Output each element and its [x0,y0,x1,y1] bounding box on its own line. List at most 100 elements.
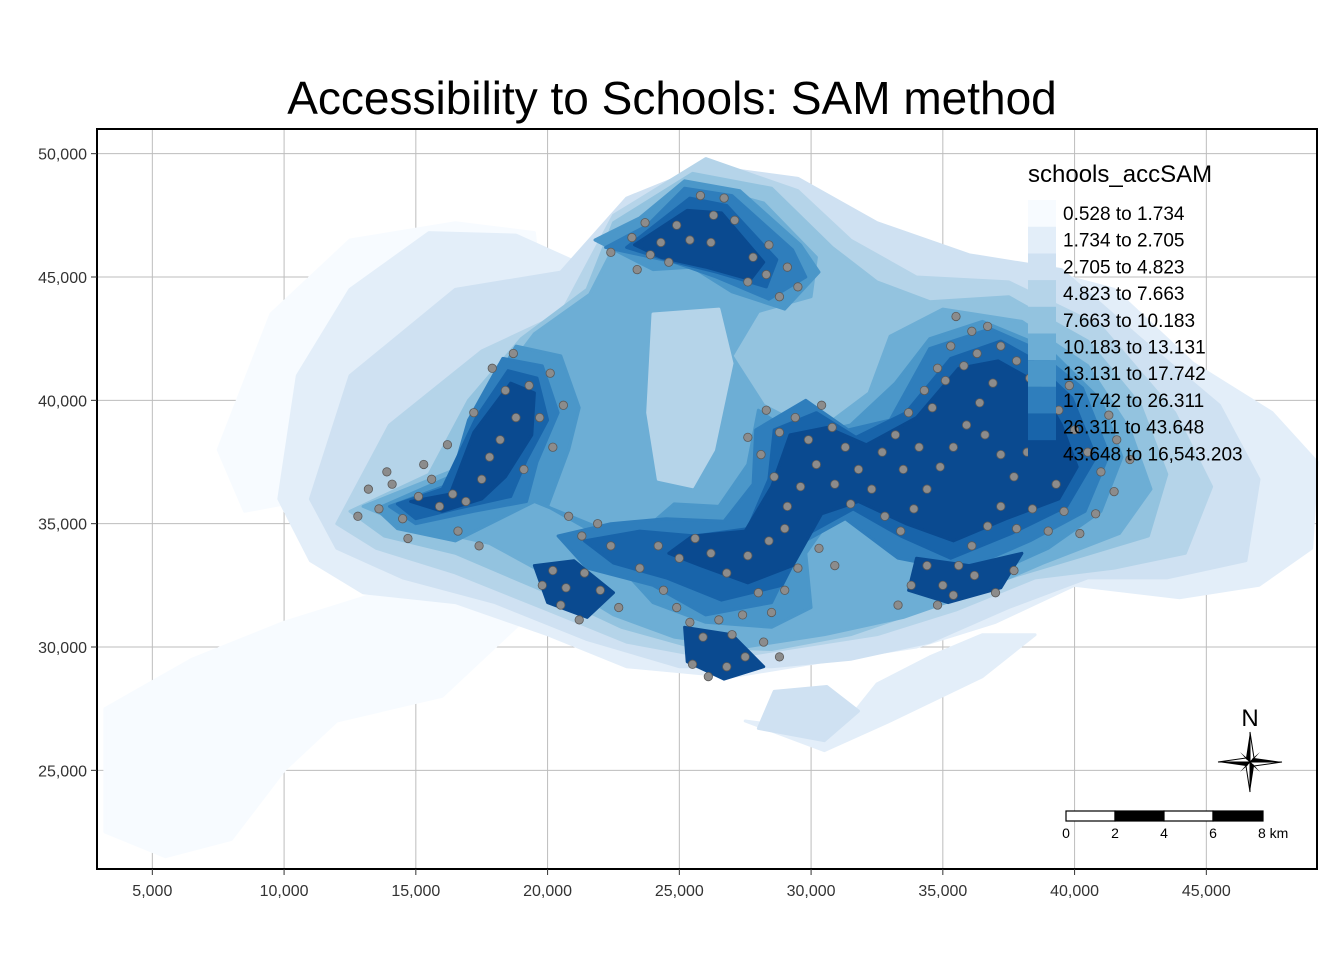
legend-label-6: 13.131 to 17.742 [1063,364,1206,385]
school-point [1083,447,1093,457]
school-point [990,588,1001,598]
school-point [500,385,511,396]
school-point [537,580,547,590]
school-point [719,193,729,203]
legend-label-1: 1.734 to 2.705 [1063,231,1185,252]
school-point [708,210,719,220]
school-point [893,600,903,610]
school-point [1091,509,1101,519]
school-point [946,341,956,351]
school-point [932,600,943,610]
school-point [714,615,724,625]
x-tick-label: 25,000 [655,883,704,900]
y-tick-label: 35,000 [38,517,87,534]
legend-label-2: 2.705 to 4.823 [1063,257,1185,278]
legend-swatch-6 [1028,360,1056,387]
legend-label-8: 26.311 to 43.648 [1063,418,1204,439]
school-point [761,269,771,280]
school-point [967,541,977,551]
school-point [363,484,374,494]
school-point [840,442,850,452]
school-point [909,504,919,514]
region-class-9-20 [907,551,1024,605]
school-point [914,442,924,452]
school-point [574,615,584,625]
school-point [811,459,821,470]
legend: schools_accSAM 0.528 to 1.734 1.734 to 2.… [1028,161,1243,467]
school-point [387,479,397,489]
school-point [983,521,993,531]
school-point [890,430,901,440]
school-point [448,489,458,499]
school-point [461,496,471,507]
school-point [632,264,642,275]
school-point [830,560,840,571]
school-point [1064,380,1074,391]
school-point [382,467,392,477]
school-point [814,543,824,553]
legend-swatch-3 [1028,280,1056,307]
region-class-9-17 [409,381,536,513]
school-point [442,440,453,450]
school-point [996,449,1006,460]
school-point [703,671,713,682]
region-class-0-0 [103,583,523,859]
school-point [748,252,758,262]
school-point [1027,504,1038,514]
school-point [980,430,990,440]
school-point [561,583,571,593]
school-point [690,533,700,544]
school-point [656,237,666,248]
school-point [830,479,840,489]
school-point [577,531,587,541]
school-point [972,348,982,359]
school-point [730,215,740,225]
school-point [853,464,864,474]
legend-swatch-4 [1028,306,1056,334]
y-axis: 25,000 30,000 35,000 40,000 45,000 50,000 [38,147,97,780]
x-tick-label: 40,000 [1050,883,1099,900]
school-point [1009,565,1019,576]
school-point [951,311,961,322]
legend-swatch-5 [1028,333,1056,361]
school-point [511,412,521,423]
school-point [548,565,558,576]
school-point [988,378,998,388]
school-point [477,474,487,484]
school-point [846,499,856,509]
school-point [764,240,774,250]
legend-swatch-1 [1028,226,1056,254]
school-point [1069,425,1080,435]
y-tick-label: 40,000 [38,393,87,410]
school-point [706,237,716,248]
school-point [1109,486,1119,497]
school-point [1125,454,1135,465]
school-point [967,326,977,336]
school-point [793,282,803,292]
school-point [903,408,914,418]
school-point [727,630,737,640]
school-point [1012,523,1022,534]
legend-title: schools_accSAM [1028,161,1212,188]
school-point [932,363,943,373]
school-point [548,442,558,452]
legend-label-3: 4.823 to 7.663 [1063,284,1185,305]
school-point [961,420,972,430]
school-point [685,235,695,245]
school-point [782,262,792,272]
school-point [948,442,958,452]
school-point [1104,410,1114,420]
school-point [790,412,800,423]
school-point [487,363,497,373]
school-point [398,514,408,524]
school-point [545,368,555,378]
school-point [996,341,1006,351]
legend-swatch-9 [1028,440,1056,467]
scale-label-6: 6 [1209,825,1217,841]
x-tick-label: 10,000 [260,883,309,900]
school-point [374,504,384,514]
y-tick-label: 45,000 [38,270,87,287]
school-point [556,600,566,610]
y-tick-label: 30,000 [38,640,87,657]
school-point [695,191,706,201]
